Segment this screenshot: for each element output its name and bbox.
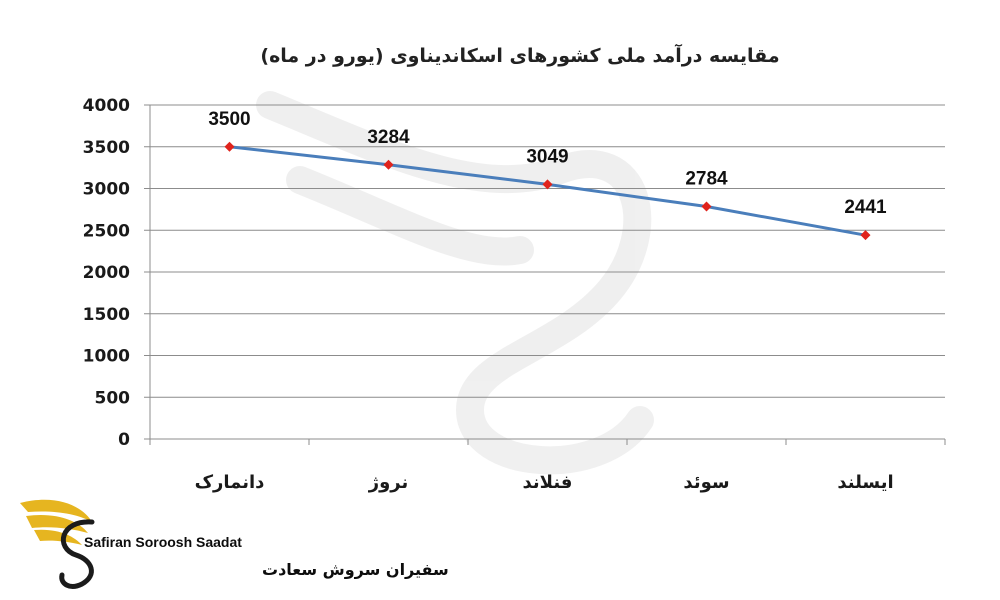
data-point-marker [860,230,871,241]
y-tick-label: 1500 [83,305,130,325]
axes [144,104,946,445]
y-tick-label: 1000 [83,347,130,367]
x-tick-label: نروژ [368,472,409,493]
x-tick-label: دانمارک [195,472,265,493]
series-line [224,141,871,241]
data-label: 2441 [844,197,887,218]
y-tick-label: 2500 [83,221,130,241]
data-label: 3500 [208,109,250,130]
data-label: 3049 [526,146,568,167]
x-tick-label: فنلاند [523,472,573,493]
chart-title: مقایسه درآمد ملی کشورهای اسکاندیناوی (یو… [260,43,779,67]
logo-persian-text: سفیران سروش سعادت [262,560,449,579]
data-point-marker [224,141,235,152]
x-axis-ticks: دانمارک نروژ فنلاند سوئد ایسلند [195,472,894,493]
x-tick-label: سوئد [683,472,729,493]
gridlines [150,104,945,398]
y-tick-label: 0 [118,430,130,450]
data-label: 2784 [685,169,728,190]
data-point-marker [542,179,553,190]
y-axis-ticks: 0 500 1000 1500 2000 2500 3000 3500 4000 [83,96,130,450]
swan-wing-icon [20,499,95,589]
y-tick-label: 2000 [83,263,130,283]
y-tick-label: 3000 [83,180,130,200]
data-point-marker [383,159,394,170]
data-labels: 3500 3284 3049 2784 2441 [208,109,887,218]
x-tick-label: ایسلند [837,472,893,493]
y-tick-label: 500 [95,388,131,408]
logo-english-text: Safiran Soroosh Saadat [84,534,242,550]
data-label: 3284 [367,127,410,148]
y-tick-label: 3500 [83,138,130,158]
data-point-marker [701,201,712,212]
company-logo: Safiran Soroosh Saadat سفیران سروش سعادت [20,499,449,589]
y-tick-label: 4000 [83,96,130,116]
